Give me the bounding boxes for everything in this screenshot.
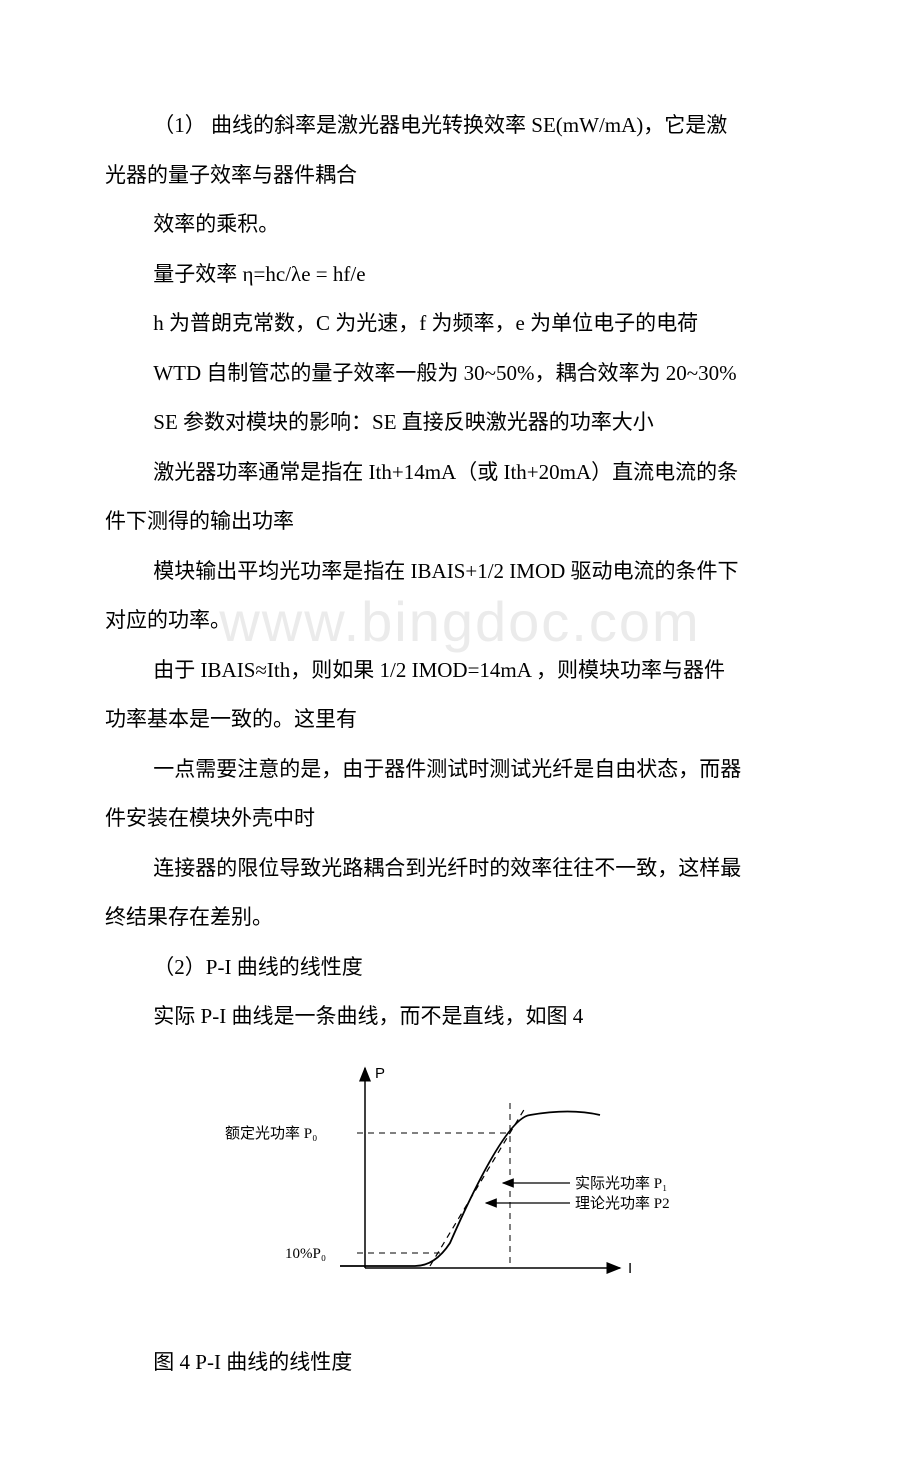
para-text: （1） 曲线的斜率是激光器电光转换效率 SE(mW/mA)，它是激 bbox=[105, 110, 815, 142]
paragraph-11: 连接器的限位导致光路耦合到光纤时的效率往往不一致，这样最 bbox=[105, 853, 815, 885]
paragraph-13: 实际 P-I 曲线是一条曲线，而不是直线，如图 4 bbox=[105, 1001, 815, 1033]
svg-text:I: I bbox=[628, 1260, 632, 1277]
para-text: 激光器功率通常是指在 Ith+14mA（或 Ith+20mA）直流电流的条 bbox=[105, 457, 815, 489]
para-text: 件安装在模块外壳中时 bbox=[105, 803, 815, 835]
para-text: 模块输出平均光功率是指在 IBAIS+1/2 IMOD 驱动电流的条件下 bbox=[105, 556, 815, 588]
svg-text:10%P₀: 10%P₀ bbox=[285, 1246, 326, 1262]
svg-text:额定光功率 P₀: 额定光功率 P₀ bbox=[225, 1125, 317, 1142]
paragraph-12: （2）P-I 曲线的线性度 bbox=[105, 952, 815, 984]
para-text: 一点需要注意的是，由于器件测试时测试光纤是自由状态，而器 bbox=[105, 754, 815, 786]
paragraph-4: h 为普朗克常数，C 为光速，f 为频率，e 为单位电子的电荷 bbox=[105, 308, 815, 340]
paragraph-1: （1） 曲线的斜率是激光器电光转换效率 SE(mW/mA)，它是激 bbox=[105, 110, 815, 142]
svg-text:P: P bbox=[375, 1065, 385, 1082]
pi-curve-diagram: P I 额定光功率 P₀ 10%P₀ 实际光功率 P₁ 理论光功率 P2 bbox=[210, 1053, 710, 1313]
svg-text:理论光功率 P2: 理论光功率 P2 bbox=[575, 1195, 670, 1212]
para-text: 连接器的限位导致光路耦合到光纤时的效率往往不一致，这样最 bbox=[105, 853, 815, 885]
paragraph-8: 模块输出平均光功率是指在 IBAIS+1/2 IMOD 驱动电流的条件下 bbox=[105, 556, 815, 588]
paragraph-10: 一点需要注意的是，由于器件测试时测试光纤是自由状态，而器 bbox=[105, 754, 815, 786]
para-text: 终结果存在差别。 bbox=[105, 902, 815, 934]
para-text: 件下测得的输出功率 bbox=[105, 506, 815, 538]
para-text: 对应的功率。 bbox=[105, 605, 815, 637]
paragraph-7: 激光器功率通常是指在 Ith+14mA（或 Ith+20mA）直流电流的条 bbox=[105, 457, 815, 489]
para-text: 由于 IBAIS≈Ith，则如果 1/2 IMOD=14mA ，则模块功率与器件 bbox=[105, 655, 815, 687]
paragraph-5: WTD 自制管芯的量子效率一般为 30~50%，耦合效率为 20~30% bbox=[105, 358, 815, 390]
para-text: 功率基本是一致的。这里有 bbox=[105, 704, 815, 736]
paragraph-9: 由于 IBAIS≈Ith，则如果 1/2 IMOD=14mA ，则模块功率与器件 bbox=[105, 655, 815, 687]
document-body: （1） 曲线的斜率是激光器电光转换效率 SE(mW/mA)，它是激 光器的量子效… bbox=[105, 110, 815, 1379]
figure-caption: 图 4 P-I 曲线的线性度 bbox=[105, 1347, 815, 1379]
paragraph-6: SE 参数对模块的影响：SE 直接反映激光器的功率大小 bbox=[105, 407, 815, 439]
svg-text:实际光功率 P₁: 实际光功率 P₁ bbox=[575, 1175, 667, 1192]
figure-4: P I 额定光功率 P₀ 10%P₀ 实际光功率 P₁ 理论光功率 P2 bbox=[105, 1053, 815, 1323]
paragraph-3: 量子效率 η=hc/λe = hf/e bbox=[105, 259, 815, 291]
para-text: 光器的量子效率与器件耦合 bbox=[105, 160, 815, 192]
paragraph-2: 效率的乘积。 bbox=[105, 209, 815, 241]
